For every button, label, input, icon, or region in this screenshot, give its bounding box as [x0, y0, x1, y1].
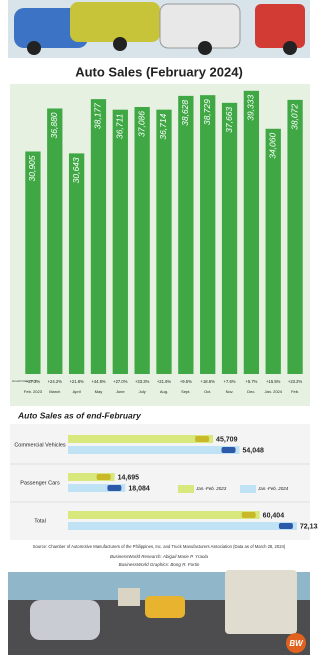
- legend-swatch: [240, 485, 256, 493]
- car-yellow-small: [145, 596, 185, 618]
- car-white: [160, 4, 240, 48]
- bar: [244, 91, 259, 374]
- x-tick-label: June: [116, 389, 125, 394]
- value-label: 18,084: [128, 485, 150, 492]
- y-tick-label: Total: [34, 518, 46, 524]
- x-tick-label: Sept.: [181, 389, 190, 394]
- bar-icon: [195, 436, 209, 442]
- x-tick-label: Aug.: [160, 389, 168, 394]
- bar: [156, 110, 171, 374]
- car-silver: [30, 600, 100, 640]
- value-label: 30,643: [71, 157, 81, 183]
- bar-icon: [242, 512, 256, 518]
- bar: [68, 511, 260, 519]
- growth-rate: +27.2%: [26, 379, 41, 384]
- x-tick-label: Feb. 2023: [24, 389, 43, 394]
- value-label: 37,663: [224, 107, 234, 133]
- van: [118, 588, 140, 606]
- bar: [69, 153, 84, 374]
- value-label: 37,086: [136, 111, 146, 137]
- x-tick-label: March: [49, 389, 60, 394]
- x-tick-label: May: [95, 389, 103, 394]
- growth-rate: +44.8%: [91, 379, 106, 384]
- research-credit: BusinessWorld Research: Abigail Marie P.…: [110, 554, 208, 559]
- value-label: 36,711: [115, 113, 125, 139]
- car-yellow: [70, 2, 160, 42]
- wheel: [283, 41, 297, 55]
- growth-rate: +21.6%: [157, 379, 172, 384]
- growth-rate: +27.0%: [113, 379, 128, 384]
- bar: [91, 99, 106, 374]
- legend-label: Jan.-Feb. 2023: [195, 486, 227, 491]
- bar: [68, 522, 297, 530]
- graphics-credit: BusinessWorld Graphics: Bong R. Fortin: [119, 562, 200, 567]
- truck: [225, 570, 297, 634]
- infographic: Auto Sales (February 2024) Auto Sales as…: [0, 0, 318, 655]
- growth-rate: +21.8%: [69, 379, 84, 384]
- y-tick-label: Commercial Vehicles: [14, 442, 66, 448]
- bar-icon: [107, 485, 121, 491]
- wheel: [27, 41, 41, 55]
- section-title: Auto Sales as of end-February: [17, 410, 142, 420]
- growth-rate: +23.2%: [288, 379, 303, 384]
- bar: [68, 446, 240, 454]
- growth-rate: +5.7%: [245, 379, 257, 384]
- bar-icon: [97, 474, 111, 480]
- value-label: 72,132: [300, 523, 318, 530]
- x-tick-label: Dec.: [247, 389, 255, 394]
- page: Auto Sales (February 2024) Auto Sales as…: [0, 0, 318, 655]
- value-label: 36,880: [49, 112, 59, 138]
- logo: BW: [289, 639, 304, 648]
- wheel: [113, 37, 127, 51]
- x-tick-label: Nov.: [226, 389, 234, 394]
- x-tick-label: April: [73, 389, 81, 394]
- growth-rate: +18.6%: [201, 379, 216, 384]
- bar: [135, 107, 150, 374]
- bar: [287, 100, 302, 374]
- value-label: 14,695: [118, 474, 140, 481]
- bar: [113, 110, 128, 374]
- bar: [47, 108, 62, 374]
- value-label: 38,628: [180, 100, 190, 126]
- x-tick-label: Jan. 2024: [264, 389, 282, 394]
- value-label: 30,905: [27, 155, 37, 181]
- value-label: 34,060: [267, 132, 277, 158]
- wheel: [198, 41, 212, 55]
- bar-icon: [279, 523, 293, 529]
- truck-red: [255, 4, 305, 48]
- growth-rate: +9.5%: [180, 379, 192, 384]
- bar: [178, 96, 193, 374]
- bar: [25, 151, 40, 374]
- value-label: 38,729: [202, 99, 212, 125]
- growth-rate: +7.6%: [224, 379, 236, 384]
- legend-label: Jan.-Feb. 2024: [257, 486, 289, 491]
- chart-title: Auto Sales (February 2024): [75, 64, 243, 79]
- y-tick-label: Passenger Cars: [20, 480, 60, 486]
- x-tick-label: July: [139, 389, 146, 394]
- x-tick-label: Feb.: [291, 389, 299, 394]
- value-label: 39,333: [246, 95, 256, 121]
- value-label: 38,072: [289, 104, 299, 130]
- value-label: 38,177: [93, 103, 103, 129]
- growth-rate: +15.5%: [266, 379, 281, 384]
- value-label: 36,714: [158, 113, 168, 139]
- source-note: Source: Chamber of Automotive Manufactur…: [33, 544, 286, 549]
- value-label: 45,709: [216, 436, 238, 443]
- bar: [222, 103, 237, 374]
- x-tick-label: Oct.: [204, 389, 211, 394]
- growth-rate: +33.3%: [135, 379, 150, 384]
- growth-rate: +24.2%: [48, 379, 63, 384]
- bar: [266, 129, 281, 374]
- value-label: 54,048: [243, 447, 265, 454]
- bar-icon: [222, 447, 236, 453]
- bar: [68, 435, 213, 443]
- legend-swatch: [178, 485, 194, 493]
- value-label: 60,404: [263, 512, 285, 519]
- bar: [200, 95, 215, 374]
